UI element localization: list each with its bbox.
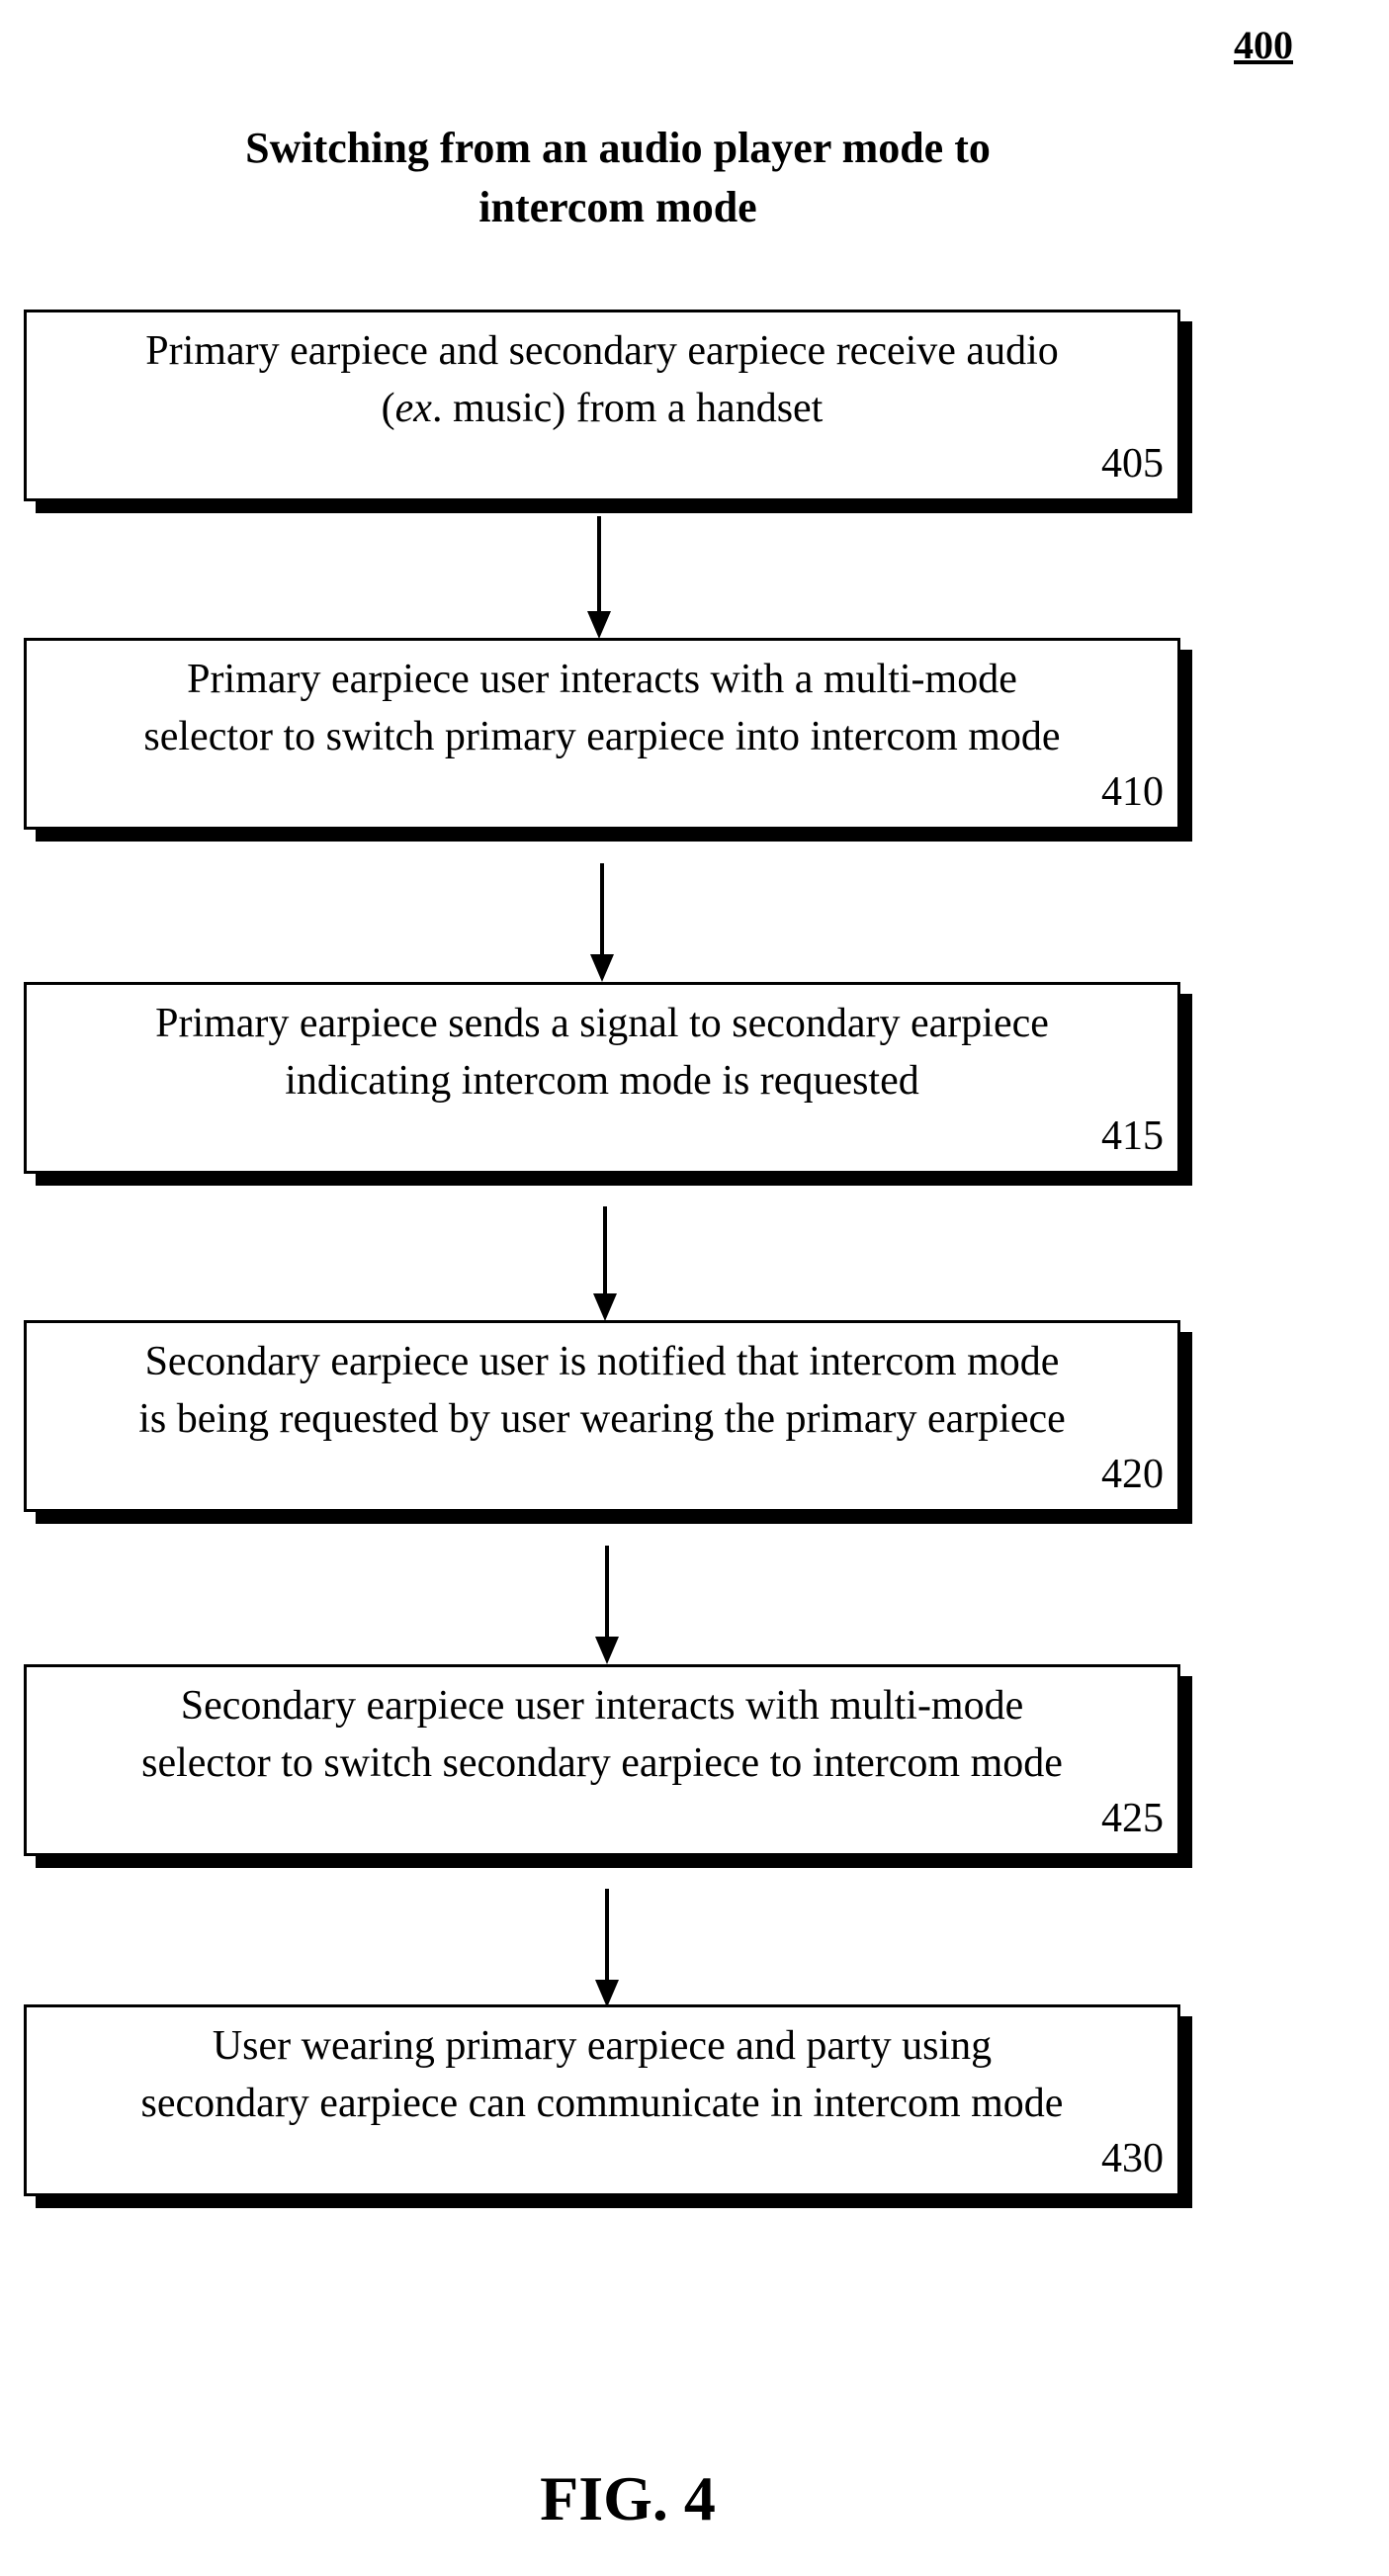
flow-step-420-text: Secondary earpiece user is notified that… [27,1333,1177,1448]
flow-step-415-line-1: Primary earpiece sends a signal to secon… [37,995,1168,1052]
flow-step-405: Primary earpiece and secondary earpiece … [24,310,1180,501]
flow-step-405-line-2: (ex. music) from a handset [37,380,1168,437]
flow-step-415-line-2: indicating intercom mode is requested [37,1052,1168,1110]
figure-reference-number: 400 [1234,22,1293,68]
flow-step-405-text: Primary earpiece and secondary earpiece … [27,322,1177,437]
flow-step-405-line-1: Primary earpiece and secondary earpiece … [37,322,1168,380]
flow-arrow-4 [595,1546,619,1664]
flow-step-410-text: Primary earpiece user interacts with a m… [27,651,1177,765]
flow-step-410-line-1: Primary earpiece user interacts with a m… [37,651,1168,708]
flow-step-425-text: Secondary earpiece user interacts with m… [27,1677,1177,1792]
flow-step-420-line-2: is being requested by user wearing the p… [37,1390,1168,1448]
flow-step-425-line-2: selector to switch secondary earpiece to… [37,1734,1168,1792]
flow-step-425-line-1: Secondary earpiece user interacts with m… [37,1677,1168,1734]
flow-step-430-text: User wearing primary earpiece and party … [27,2017,1177,2132]
flow-step-420: Secondary earpiece user is notified that… [24,1320,1180,1512]
flow-arrow-1 [587,516,611,639]
diagram-title-line-1: Switching from an audio player mode to [124,119,1112,178]
flow-step-430-number: 430 [1101,2134,1164,2183]
flow-step-410: Primary earpiece user interacts with a m… [24,638,1180,830]
flow-step-420-line-1: Secondary earpiece user is notified that… [37,1333,1168,1390]
flow-step-420-number: 420 [1101,1450,1164,1499]
flow-step-410-line-2: selector to switch primary earpiece into… [37,708,1168,765]
flow-arrow-2 [590,863,614,982]
flow-step-425: Secondary earpiece user interacts with m… [24,1664,1180,1856]
flow-arrow-5 [595,1889,619,2007]
flow-step-430-line-2: secondary earpiece can communicate in in… [37,2075,1168,2132]
flow-step-415-text: Primary earpiece sends a signal to secon… [27,995,1177,1110]
flow-step-430-line-1: User wearing primary earpiece and party … [37,2017,1168,2075]
flow-arrow-3 [593,1206,617,1321]
figure-label: FIG. 4 [0,2462,1256,2535]
flow-step-425-number: 425 [1101,1794,1164,1843]
flow-step-415: Primary earpiece sends a signal to secon… [24,982,1180,1174]
flow-step-410-number: 410 [1101,767,1164,817]
diagram-title-line-2: intercom mode [124,178,1112,237]
flow-step-405-number: 405 [1101,439,1164,489]
flow-step-415-number: 415 [1101,1111,1164,1161]
flow-step-430: User wearing primary earpiece and party … [24,2004,1180,2196]
diagram-title: Switching from an audio player mode to i… [124,119,1112,237]
